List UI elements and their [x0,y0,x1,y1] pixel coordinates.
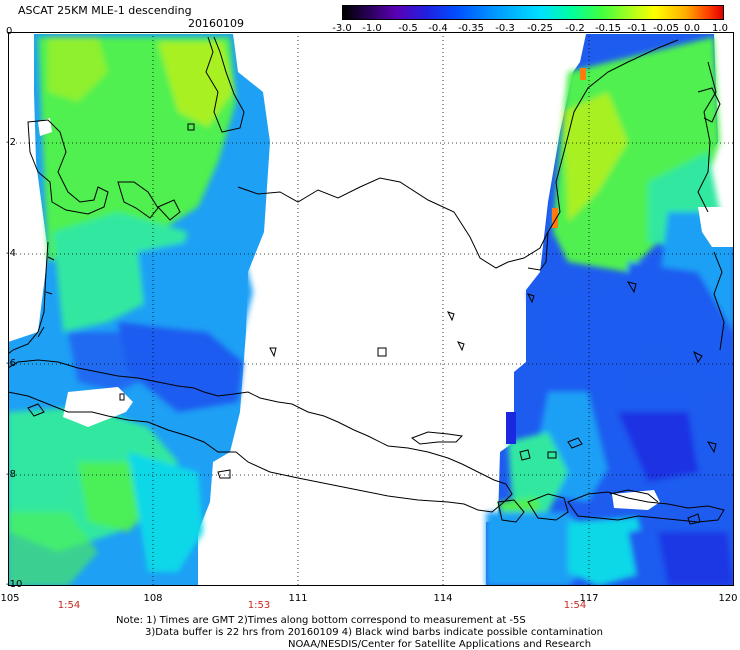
colorbar-tick: -0.4 [428,23,448,34]
y-tick: -2 [6,137,16,148]
pass-time: 1:53 [247,600,271,611]
note-line-2: 3)Data buffer is 22 hrs from 20160109 4)… [145,627,603,638]
colorbar-tick: 0.0 [684,23,700,34]
y-tick: -10 [6,579,23,590]
x-tick: 120 [718,593,738,604]
y-tick: -8 [6,469,16,480]
colorbar-tick: -0.5 [398,23,418,34]
colorbar-tick: -1.0 [362,23,382,34]
graticule [8,32,734,586]
map-date: 20160109 [188,17,244,30]
map-title: ASCAT 25KM MLE-1 descending [18,4,192,17]
y-tick: 0 [6,26,13,37]
right-swath [486,34,734,586]
colorbar-tick: -0.3 [495,23,515,34]
colorbar [342,5,724,20]
colorbar-tick: -0.2 [565,23,585,34]
note-line-3: NOAA/NESDIS/Center for Satellite Applica… [288,639,592,650]
colorbar-tick: -0.15 [595,23,621,34]
x-tick: 111 [288,593,308,604]
coastlines [8,36,725,525]
map-frame [8,32,734,586]
pass-time: 1:54 [57,600,81,611]
x-tick: 114 [433,593,453,604]
x-tick: 117 [579,593,599,604]
colorbar-tick: -0.05 [653,23,679,34]
left-swath [8,34,270,586]
pass-time: 1:54 [563,600,587,611]
x-tick: 108 [143,593,163,604]
colorbar-tick: 1.0 [712,23,728,34]
colorbar-tick: -0.25 [527,23,553,34]
x-tick: 105 [0,593,20,604]
note-line-1: Note: 1) Times are GMT 2)Times along bot… [116,615,526,626]
colorbar-tick: -3.0 [332,23,352,34]
wind-map [8,32,734,586]
colorbar-tick: -0.1 [627,23,647,34]
y-tick: -6 [6,358,16,369]
colorbar-tick: -0.35 [458,23,484,34]
y-tick: -4 [6,248,16,259]
